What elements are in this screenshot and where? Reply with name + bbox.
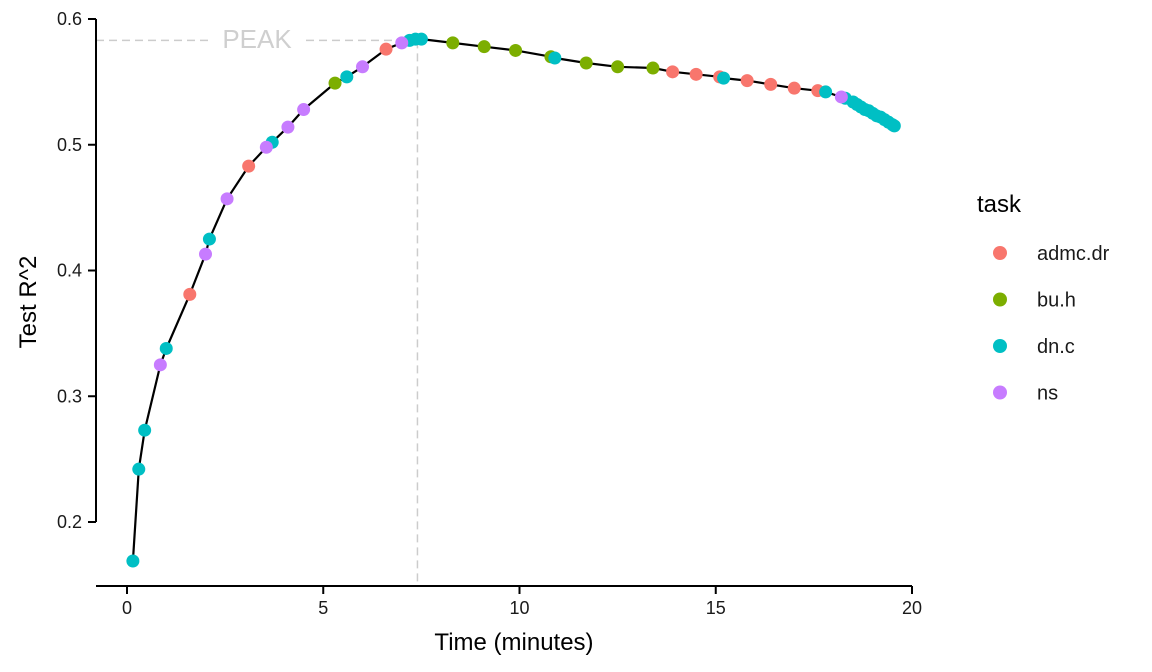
data-point-ns	[297, 103, 311, 117]
data-point-admc-dr	[689, 67, 703, 81]
x-tick-label: 20	[902, 598, 922, 618]
data-point-bu-h	[579, 56, 593, 70]
axes: 0 5 10 15 20 0.2 0.3 0.4 0.5 0.6	[57, 9, 922, 618]
x-axis-title: Time (minutes)	[434, 629, 593, 656]
legend-label-admc-dr: admc.dr	[1037, 243, 1110, 265]
data-point-ns	[395, 36, 409, 50]
data-point-dn-c	[138, 423, 152, 437]
data-point-dn-c	[414, 32, 428, 46]
plot-area	[96, 32, 901, 586]
data-point-ns	[356, 60, 369, 74]
data-point-dn-c	[340, 70, 354, 84]
data-point-dn-c	[887, 119, 901, 133]
data-point-ns	[834, 90, 848, 104]
data-point-dn-c	[126, 554, 140, 568]
data-point-dn-c	[132, 462, 146, 476]
legend-key-bu-h	[993, 292, 1007, 307]
data-point-admc-dr	[183, 287, 197, 301]
x-tick-label: 5	[318, 598, 328, 618]
data-point-ns	[281, 120, 295, 134]
data-point-admc-dr	[740, 74, 754, 88]
data-point-admc-dr	[666, 65, 680, 79]
legend-key-dn-c	[993, 339, 1007, 353]
legend-label-ns: ns	[1037, 383, 1058, 405]
data-point-bu-h	[328, 76, 342, 90]
data-point-dn-c	[819, 85, 833, 99]
x-tick-label: 10	[509, 598, 529, 618]
y-axis-title: Test R^2	[15, 256, 42, 349]
y-tick-label: 0.3	[57, 386, 82, 406]
y-tick-label: 0.4	[57, 261, 82, 281]
data-point-admc-dr	[242, 159, 256, 173]
legend-label-bu-h: bu.h	[1037, 290, 1076, 312]
peak-label: PEAK	[222, 24, 292, 54]
y-tick-label: 0.6	[57, 9, 82, 29]
y-tick-label: 0.5	[57, 135, 82, 155]
legend: admc.dr bu.h dn.c ns	[993, 243, 1110, 405]
legend-key-admc-dr	[993, 246, 1007, 260]
data-point-bu-h	[509, 43, 523, 57]
data-point-bu-h	[477, 40, 491, 54]
data-point-bu-h	[611, 60, 625, 74]
legend-label-dn-c: dn.c	[1037, 336, 1075, 358]
x-tick-label: 0	[122, 598, 132, 618]
data-point-dn-c	[548, 51, 562, 65]
data-point-ns	[220, 192, 234, 206]
data-point-admc-dr	[764, 77, 778, 91]
data-point-dn-c	[159, 341, 173, 355]
y-tick-label: 0.2	[57, 512, 82, 532]
legend-key-ns	[993, 385, 1007, 400]
legend-title: task	[977, 191, 1022, 218]
data-point-dn-c	[717, 71, 731, 85]
data-point-dn-c	[202, 232, 216, 246]
data-point-bu-h	[646, 61, 660, 75]
x-tick-label: 15	[706, 598, 726, 618]
data-point-admc-dr	[379, 42, 393, 56]
data-point-ns	[259, 140, 273, 154]
fit-curve	[131, 38, 895, 562]
data-point-admc-dr	[787, 81, 801, 95]
data-point-bu-h	[446, 36, 460, 50]
data-point-ns	[199, 247, 212, 261]
data-point-ns	[153, 358, 167, 372]
